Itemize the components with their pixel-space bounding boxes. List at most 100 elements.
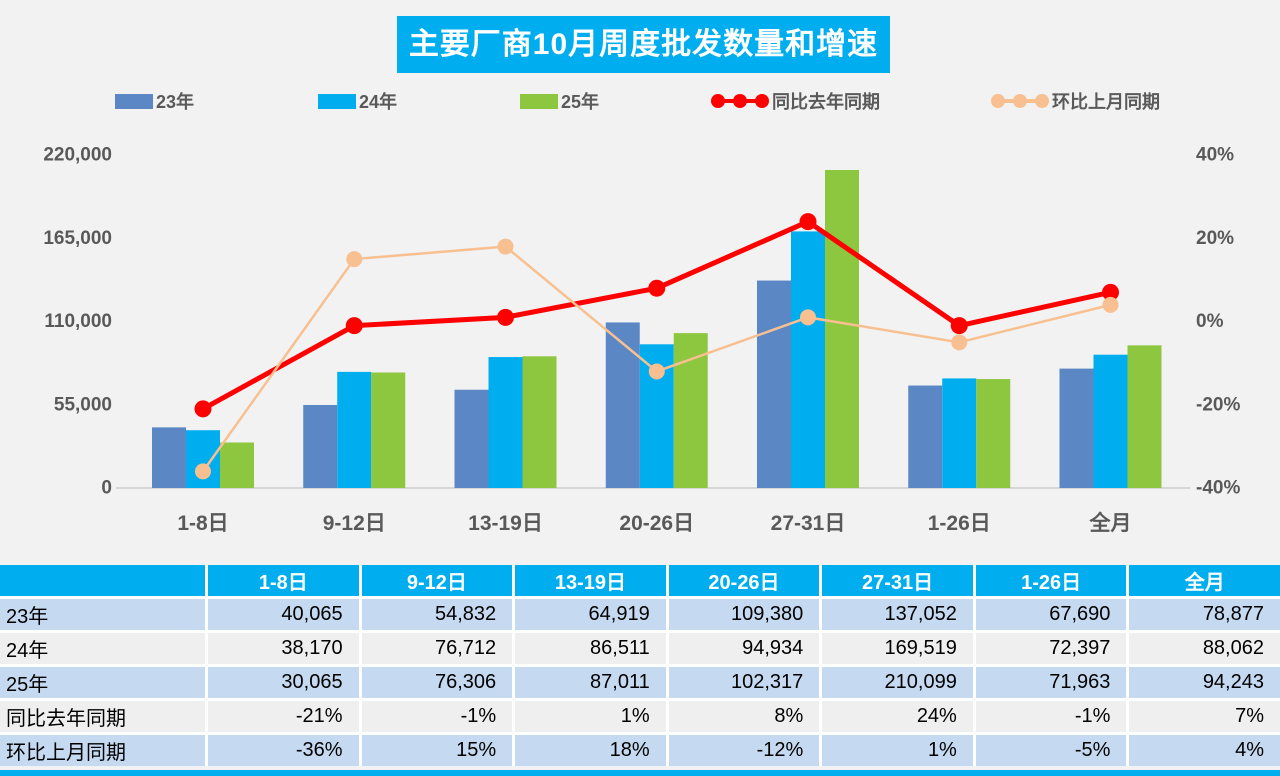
x-axis-label: 20-26日 — [619, 512, 694, 535]
legend-swatch-icon — [520, 93, 558, 109]
marker-同比去年同期-4 — [799, 213, 817, 231]
bar-25年-4 — [825, 169, 859, 488]
legend-label: 同比去年同期 — [772, 92, 880, 112]
right-axis-tick: -20% — [1196, 394, 1240, 415]
legend-line-icon — [991, 94, 1049, 108]
legend-item-0: 23年 — [115, 90, 194, 112]
bar-23年-1 — [303, 405, 338, 488]
right-axis-tick: 0% — [1196, 311, 1224, 332]
table-cell: 137,052 — [822, 599, 973, 630]
bar-23年-3 — [605, 322, 640, 488]
table-cell: 18% — [515, 735, 666, 766]
table-cell: 88,062 — [1129, 633, 1280, 664]
x-axis-label: 9-12日 — [323, 512, 386, 535]
table-cell: 87,011 — [515, 667, 666, 698]
table-row-label: 23年 — [0, 599, 205, 630]
table-cell: 1% — [822, 735, 973, 766]
legend-item-3: 同比去年同期 — [711, 90, 880, 112]
table-cell: 40,065 — [208, 599, 359, 630]
legend-label: 25年 — [561, 92, 600, 112]
table-cell: -36% — [208, 735, 359, 766]
table-cell: 71,963 — [975, 667, 1127, 698]
table-cell: 210,099 — [822, 667, 973, 698]
left-axis-tick: 0 — [101, 478, 112, 499]
right-axis-tick: -40% — [1196, 478, 1240, 499]
marker-同比去年同期-3 — [648, 279, 666, 297]
table-cell: 72,397 — [975, 633, 1127, 664]
legend-item-4: 环比上月同期 — [991, 90, 1160, 112]
marker-同比去年同期-1 — [345, 317, 363, 335]
table-header-cell: 1-8日 — [208, 565, 359, 596]
table-row-label: 25年 — [0, 667, 205, 698]
bar-25年-6 — [1127, 345, 1162, 488]
marker-环比上月同期-4 — [800, 309, 816, 326]
bar-24年-1 — [337, 371, 372, 488]
legend-label: 24年 — [359, 92, 398, 112]
table-cell: 78,877 — [1129, 599, 1280, 630]
legend-item-1: 24年 — [318, 90, 397, 112]
table-cell: 4% — [1129, 735, 1280, 766]
bar-23年-5 — [908, 385, 943, 488]
table-cell: 7% — [1129, 701, 1280, 732]
legend-label: 23年 — [156, 92, 195, 112]
marker-环比上月同期-1 — [346, 251, 363, 268]
marker-同比去年同期-6 — [1102, 283, 1119, 301]
table-cell: 15% — [361, 735, 513, 766]
bar-23年-2 — [454, 389, 489, 488]
table-row-label: 环比上月同期 — [0, 735, 205, 766]
table-cell: 64,919 — [515, 599, 666, 630]
table-cell: -1% — [361, 701, 513, 732]
left-axis-tick: 220,000 — [43, 145, 112, 166]
combo-bar-line-chart: 220,000 165,000 110,000 55,000 0 40% 20% 0% -20%… — [43, 145, 1240, 536]
table-header-cell: 全月 — [1129, 565, 1280, 596]
left-axis-tick: 165,000 — [43, 228, 112, 249]
table-cell: -1% — [975, 701, 1127, 732]
table-header-cell: 1-26日 — [975, 565, 1127, 596]
table-cell: 109,380 — [668, 599, 820, 630]
table-cell: 67,690 — [975, 599, 1127, 630]
table-cell: -21% — [208, 701, 359, 732]
marker-同比去年同期-5 — [950, 317, 968, 335]
marker-环比上月同期-2 — [497, 238, 514, 255]
bar-24年-4 — [791, 231, 825, 488]
x-axis-label: 1-8日 — [177, 512, 228, 535]
table-cell: -5% — [975, 735, 1127, 766]
table-header-cell: 20-26日 — [668, 565, 820, 596]
legend-label: 环比上月同期 — [1052, 92, 1160, 112]
x-axis-label: 27-31日 — [771, 512, 846, 535]
bar-25年-5 — [976, 379, 1011, 488]
table-cell: 102,317 — [668, 667, 820, 698]
table-cell: -12% — [668, 735, 820, 766]
chart-title: 主要厂商10月周度批发数量和增速 — [397, 16, 890, 73]
table-row-label: 同比去年同期 — [0, 701, 205, 732]
bottom-accent-strip — [0, 770, 1280, 776]
bar-25年-2 — [522, 356, 557, 488]
right-axis-tick: 40% — [1196, 145, 1234, 166]
table-cell: 76,712 — [361, 633, 513, 664]
table-cell: 94,934 — [668, 633, 820, 664]
left-axis-tick: 110,000 — [44, 311, 112, 332]
legend-item-2: 25年 — [520, 90, 599, 112]
right-axis-tick: 20% — [1196, 228, 1234, 249]
table-header-cell: 9-12日 — [361, 565, 513, 596]
marker-同比去年同期-0 — [194, 400, 212, 418]
bar-24年-2 — [488, 357, 523, 488]
x-axis-label: 1-26日 — [928, 512, 991, 535]
marker-环比上月同期-0 — [195, 463, 211, 480]
legend-line-icon — [711, 94, 769, 108]
marker-环比上月同期-3 — [648, 363, 665, 380]
table-cell: 1% — [515, 701, 666, 732]
table-row-label: 24年 — [0, 633, 205, 664]
marker-同比去年同期-2 — [497, 308, 514, 326]
legend-swatch-icon — [115, 93, 153, 109]
table-cell: 38,170 — [208, 633, 359, 664]
bar-25年-0 — [220, 442, 254, 488]
table-cell: 94,243 — [1129, 667, 1280, 698]
bar-23年-6 — [1059, 368, 1094, 488]
data-table: 1-8日 9-12日 13-19日 20-26日 27-31日 1-26日 全月 23年 40,… — [0, 565, 1280, 766]
table-cell: 76,306 — [361, 667, 513, 698]
marker-环比上月同期-6 — [1102, 296, 1119, 313]
table-cell: 30,065 — [208, 667, 359, 698]
marker-环比上月同期-5 — [951, 334, 968, 351]
